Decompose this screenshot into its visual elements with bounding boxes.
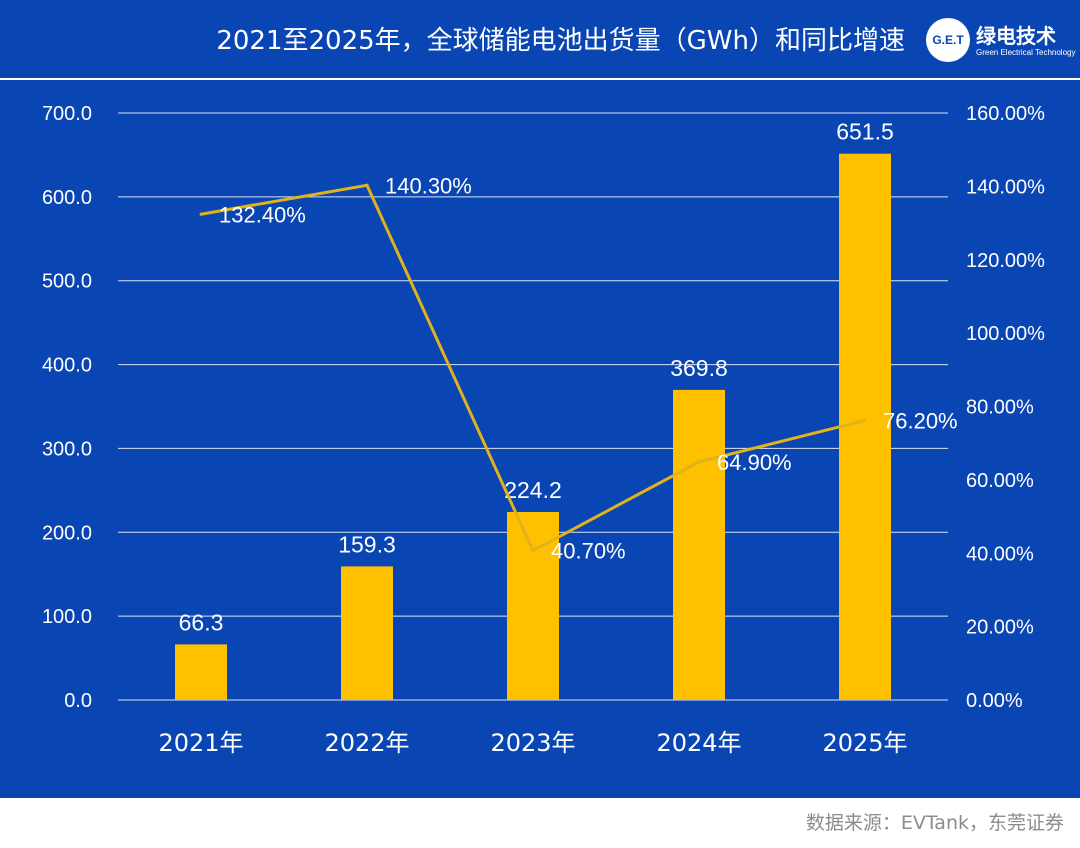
- chart-title: 2021至2025年，全球储能电池出货量（GWh）和同比增速: [216, 26, 905, 56]
- x-tick-label: 2024年: [656, 729, 741, 757]
- y-right-tick-label: 60.00%: [966, 470, 1034, 492]
- x-tick-label: 2025年: [822, 729, 907, 757]
- y-left-tick-label: 0.0: [64, 690, 92, 712]
- y-right-tick-label: 80.00%: [966, 397, 1034, 419]
- line-data-label: 40.70%: [551, 539, 626, 564]
- line-data-label: 140.30%: [385, 173, 472, 198]
- growth-point: [697, 460, 701, 464]
- title-divider: [0, 78, 1080, 80]
- line-data-label: 76.20%: [883, 408, 958, 433]
- x-tick-label: 2023年: [490, 729, 575, 757]
- y-left-tick-label: 600.0: [42, 187, 92, 209]
- bar: [673, 389, 725, 700]
- y-right-tick-label: 20.00%: [966, 617, 1034, 639]
- y-left-tick-label: 200.0: [42, 522, 92, 544]
- chart-panel: 0.0 100.0 200.0 300.0 400.0 500.0 600.0 700.0 0.…: [0, 80, 1080, 798]
- y-left-tick-label: 500.0: [42, 271, 92, 293]
- logo-name: 绿电技术: [976, 24, 1056, 48]
- y-right-tick-label: 0.00%: [966, 690, 1023, 712]
- y-left-tick-label: 100.0: [42, 606, 92, 628]
- y-right-tick-label: 160.00%: [966, 103, 1045, 125]
- bar: [507, 511, 559, 700]
- bar: [341, 566, 393, 700]
- bar-data-label: 66.3: [179, 609, 224, 635]
- growth-point: [199, 212, 203, 216]
- bar: [839, 153, 891, 700]
- growth-point: [531, 549, 535, 553]
- growth-point: [863, 418, 867, 422]
- y-left-tick-label: 400.0: [42, 355, 92, 377]
- logo-subtitle: Green Electrical Technology: [976, 48, 1076, 57]
- combo-chart: 0.0 100.0 200.0 300.0 400.0 500.0 600.0 700.0 0.…: [42, 103, 1045, 757]
- bar-data-label: 224.2: [504, 477, 562, 503]
- y-right-tick-label: 140.00%: [966, 176, 1045, 198]
- source-note: 数据来源：EVTank，东莞证券: [805, 812, 1064, 834]
- y-left-tick-label: 700.0: [42, 103, 92, 125]
- bar-data-label: 159.3: [338, 531, 396, 557]
- line-data-label: 64.90%: [717, 450, 792, 475]
- bar-data-label: 369.8: [670, 355, 728, 381]
- growth-point: [365, 183, 369, 187]
- x-tick-label: 2022年: [324, 729, 409, 757]
- line-data-label: 132.40%: [219, 202, 306, 227]
- y-right-tick-label: 40.00%: [966, 543, 1034, 565]
- bar-data-label: 651.5: [836, 119, 894, 145]
- bar: [175, 644, 227, 700]
- y-left-tick-label: 300.0: [42, 438, 92, 460]
- title-bar: 2021至2025年，全球储能电池出货量（GWh）和同比增速 G.E.T 绿电技…: [0, 0, 1080, 78]
- logo-mark: G.E.T: [926, 18, 970, 62]
- y-right-tick-label: 100.00%: [966, 323, 1045, 345]
- x-tick-label: 2021年: [158, 729, 243, 757]
- y-right-tick-label: 120.00%: [966, 250, 1045, 272]
